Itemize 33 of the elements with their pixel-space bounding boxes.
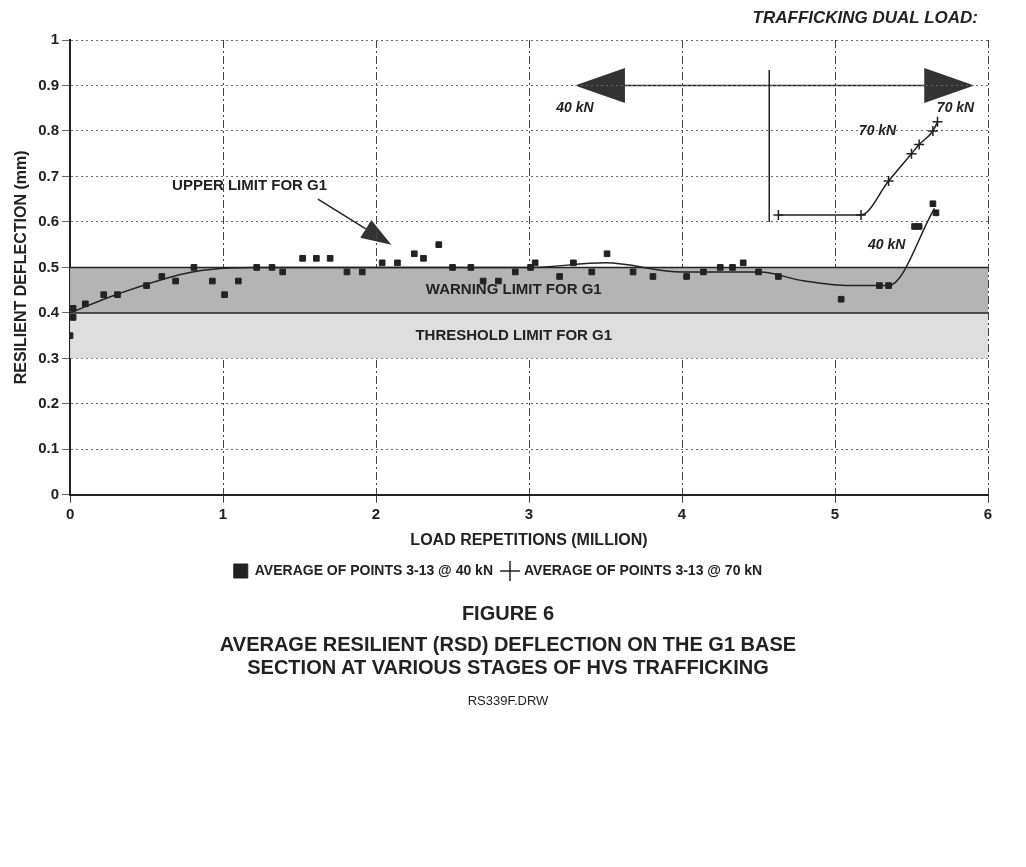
band-label: THRESHOLD LIMIT FOR G1 [415, 325, 613, 343]
band-label: WARNING LIMIT FOR G1 [425, 280, 602, 298]
y-tick-label: 0.7 [38, 166, 60, 184]
y-tick-label: 0 [50, 484, 60, 502]
y-tick-label: 1 [50, 30, 60, 48]
x-tick-label: 0 [65, 504, 75, 522]
x-tick-label: 2 [371, 504, 381, 522]
y-tick-label: 0.5 [38, 257, 60, 275]
y-tick-label: 0.4 [38, 303, 60, 321]
text: TRAFFICKING DUAL LOAD: [751, 8, 979, 28]
annotation: UPPER LIMIT FOR G1 [172, 175, 328, 193]
y-tick-label: 0.1 [38, 439, 60, 457]
x-axis-title: LOAD REPETITIONS (MILLION) [410, 530, 648, 548]
y-tick-label: 0.8 [38, 121, 60, 139]
y-tick-label: 0.3 [38, 348, 60, 366]
legend-label: AVERAGE OF POINTS 3-13 @ 70 kN [524, 561, 763, 578]
text: RS339F.DRW [466, 693, 550, 708]
legend-label: AVERAGE OF POINTS 3-13 @ 40 kN [254, 561, 493, 578]
x-tick-label: 6 [983, 504, 993, 522]
x-tick-label: 3 [524, 504, 534, 522]
text: FIGURE 6 [460, 602, 556, 625]
annotation: 70 kN [858, 121, 898, 138]
x-tick-label: 5 [830, 504, 840, 522]
text: AVERAGE RESILIENT (RSD) DEFLECTION ON THE G1 BASE SECTION AT VARIOUS STAGES OF HVS TRAFFICKING [218, 633, 798, 679]
x-tick-label: 1 [218, 504, 228, 522]
y-tick-label: 0.6 [38, 212, 60, 230]
y-axis-title: RESILIENT DEFLECTION (mm) [12, 150, 30, 385]
y-tick-label: 0.2 [38, 393, 60, 411]
x-tick-label: 4 [677, 504, 687, 522]
annotation: 70 kN [936, 99, 976, 116]
annotation: 40 kN [555, 99, 595, 116]
y-tick-label: 0.9 [38, 75, 60, 93]
annotation: 40 kN [867, 235, 907, 252]
